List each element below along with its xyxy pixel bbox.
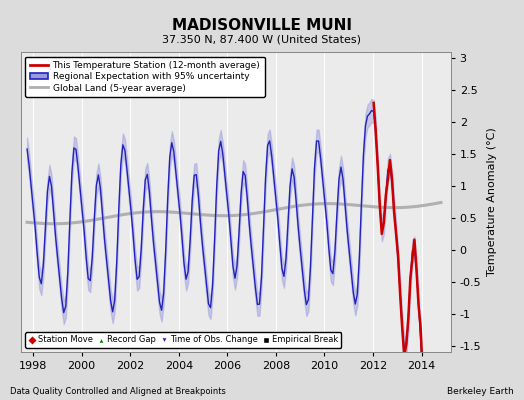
Text: Berkeley Earth: Berkeley Earth (447, 387, 514, 396)
Text: 37.350 N, 87.400 W (United States): 37.350 N, 87.400 W (United States) (162, 34, 362, 44)
Y-axis label: Temperature Anomaly (°C): Temperature Anomaly (°C) (487, 128, 497, 276)
Legend: Station Move, Record Gap, Time of Obs. Change, Empirical Break: Station Move, Record Gap, Time of Obs. C… (25, 332, 342, 348)
Text: MADISONVILLE MUNI: MADISONVILLE MUNI (172, 18, 352, 33)
Text: Data Quality Controlled and Aligned at Breakpoints: Data Quality Controlled and Aligned at B… (10, 387, 226, 396)
